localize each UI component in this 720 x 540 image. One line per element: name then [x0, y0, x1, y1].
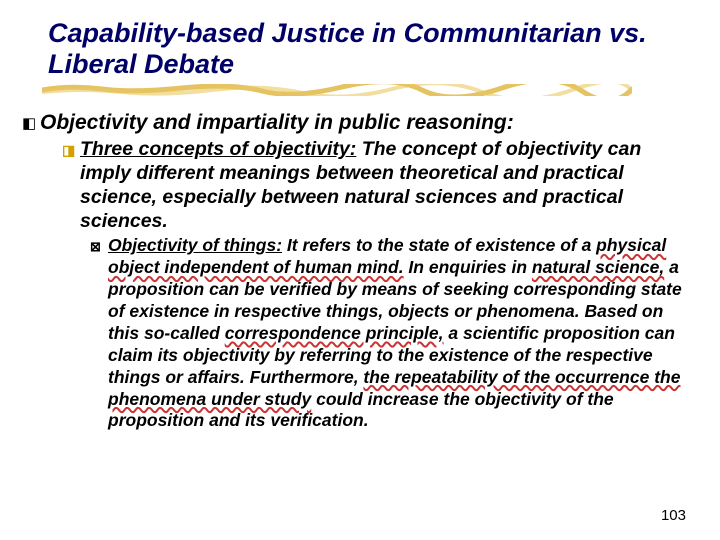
- level2-text: Three concepts of objectivity: The conce…: [80, 138, 690, 233]
- bullet-y-icon: ◨: [62, 138, 80, 161]
- level2-lead: Three concepts of objectivity:: [80, 138, 356, 160]
- page-number: 103: [661, 507, 686, 524]
- bullet-level2: ◨ Three concepts of objectivity: The con…: [62, 138, 690, 233]
- level1-text: Objectivity and impartiality in public r…: [40, 110, 514, 136]
- title-underline-stroke: [42, 84, 680, 96]
- level3-text: Objectivity of things: It refers to the …: [108, 235, 690, 432]
- wavy-phrase-2: natural science,: [532, 257, 664, 277]
- wavy-phrase-3: correspondence principle,: [225, 323, 444, 343]
- seg1: It refers to the state of existence of a: [282, 235, 596, 255]
- slide-title: Capability-based Justice in Communitaria…: [48, 18, 690, 80]
- seg2: In enquiries in: [404, 257, 532, 277]
- slide-container: Capability-based Justice in Communitaria…: [0, 0, 720, 432]
- bullet-z-icon: ◧: [22, 110, 40, 134]
- bullet-level1: ◧ Objectivity and impartiality in public…: [22, 110, 690, 136]
- bullet-x-icon: ⊠: [90, 235, 108, 256]
- level3-lead: Objectivity of things:: [108, 235, 282, 255]
- bullet-level3: ⊠ Objectivity of things: It refers to th…: [90, 235, 690, 432]
